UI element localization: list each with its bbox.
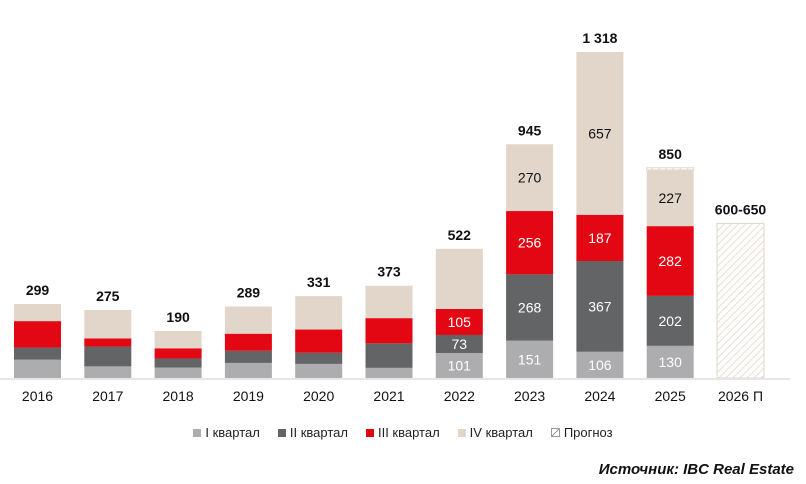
bar-segment-2019-s2 (224, 350, 272, 363)
total-label: 275 (96, 288, 120, 304)
segment-label: 282 (659, 253, 683, 269)
x-tick-label: 2021 (373, 388, 404, 404)
bar-segment-2021-s4 (365, 285, 413, 319)
legend-swatch-forecast (550, 428, 560, 437)
legend-swatch-q1 (193, 428, 202, 437)
legend-label-q1: I квартал (205, 425, 260, 440)
bar-segment-2017-s3 (84, 338, 132, 347)
segment-label: 256 (518, 235, 542, 251)
bar-segment-2016-s3 (14, 321, 61, 348)
legend-item-q3: III квартал (365, 425, 440, 440)
x-tick-label: 2023 (514, 388, 545, 404)
x-tick-label: 2019 (233, 388, 264, 404)
bar-segment-2022-s4 (435, 248, 483, 309)
total-label: 1 318 (582, 30, 617, 46)
legend: I квартал II квартал III квартал IV квар… (0, 425, 806, 440)
segment-label: 202 (659, 313, 683, 329)
bar-segment-2020-s4 (295, 296, 343, 330)
source-note: Источник: IBC Real Estate (598, 461, 794, 478)
segment-label: 367 (588, 298, 612, 314)
bars-group: 299 275 190 289 331 373 101 73 105 522 151 268 256 27… (14, 30, 767, 379)
bar-segment-2025-s3 (646, 226, 694, 296)
bar-segment-2016-s4 (14, 304, 61, 322)
bar-segment-2023-s2 (506, 274, 554, 341)
total-label: 600-650 (715, 201, 767, 217)
x-tick-label: 2018 (163, 388, 194, 404)
legend-item-q1: I квартал (193, 425, 260, 440)
x-tick-label: 2016 (22, 388, 53, 404)
total-label: 190 (166, 309, 190, 325)
legend-swatch-q2 (277, 428, 286, 437)
x-tick-label: 2017 (92, 388, 123, 404)
bar-segment-2019-s1 (224, 362, 272, 378)
bar-segment-2018-s1 (154, 367, 202, 378)
bar-segment-2021-s1 (365, 367, 413, 378)
segment-label: 151 (518, 351, 542, 367)
bar-segment-2018-s2 (154, 358, 202, 368)
bar-segment-2025-s5 (646, 167, 695, 171)
segment-label: 187 (588, 230, 612, 246)
bar-segment-2022-s3 (435, 308, 483, 335)
segment-label: 270 (518, 170, 542, 186)
bar-segment-2024-s3 (576, 214, 624, 262)
bar-segment-2022-s2 (435, 334, 483, 354)
bar-segment-2024-s1 (576, 351, 624, 378)
legend-label-forecast: Прогноз (563, 425, 613, 440)
bar-segment-2024-s2 (576, 261, 624, 352)
bar-segment-2026-П-s5 (716, 222, 765, 379)
total-label: 331 (307, 274, 331, 290)
total-label: 289 (237, 285, 261, 301)
bar-segment-2017-s1 (84, 366, 132, 378)
bar-segment-2019-s3 (224, 333, 272, 351)
bar-segment-2025-s4 (646, 169, 694, 227)
x-tick-label: 2024 (584, 388, 615, 404)
x-tick-labels: 2016 2017 2018 2019 2020 2021 2022 2023 2024 2025… (22, 388, 763, 404)
bar-segment-2023-s4 (506, 144, 554, 212)
legend-label-q4: IV квартал (469, 425, 533, 440)
legend-swatch-q4 (457, 428, 466, 437)
legend-label-q3: III квартал (377, 425, 440, 440)
segment-label: 106 (588, 357, 612, 373)
segment-label: 657 (588, 125, 612, 141)
bar-segment-2017-s4 (84, 309, 132, 339)
bar-segment-2018-s4 (154, 331, 202, 349)
legend-item-q2: II квартал (277, 425, 348, 440)
bar-segment-2023-s3 (506, 211, 554, 275)
segment-label: 73 (452, 336, 468, 352)
bar-segment-2016-s1 (14, 359, 61, 378)
bar-segment-2018-s3 (154, 348, 202, 359)
total-label: 850 (659, 146, 683, 162)
total-label: 373 (377, 264, 401, 280)
bar-segment-2019-s4 (224, 306, 272, 334)
total-label: 299 (26, 282, 50, 298)
bar-segment-2020-s1 (295, 363, 343, 378)
legend-swatch-q3 (365, 428, 374, 437)
total-label: 945 (518, 122, 542, 138)
x-tick-label: 2022 (444, 388, 475, 404)
x-tick-label: 2025 (655, 388, 686, 404)
bar-segment-2025-s1 (646, 345, 694, 378)
bar-segment-2020-s2 (295, 352, 343, 364)
legend-item-forecast: Прогноз (550, 425, 613, 440)
segment-label: 268 (518, 300, 542, 316)
bar-segment-2021-s3 (365, 318, 413, 344)
segment-label: 227 (659, 190, 683, 206)
bar-segment-2025-s2 (646, 295, 694, 346)
legend-label-q2: II квартал (289, 425, 348, 440)
bar-segment-2023-s1 (506, 340, 554, 378)
bar-segment-2024-s4 (576, 52, 624, 215)
total-label: 522 (448, 227, 472, 243)
stacked-bar-chart: 299 275 190 289 331 373 101 73 105 522 151 268 256 27… (0, 30, 790, 404)
bar-segment-2021-s2 (365, 343, 413, 368)
segment-label: 130 (659, 354, 683, 370)
bar-segment-2020-s3 (295, 329, 343, 353)
segment-label: 105 (448, 314, 472, 330)
x-tick-label: 2020 (303, 388, 334, 404)
legend-item-q4: IV квартал (457, 425, 533, 440)
segment-label: 101 (448, 358, 472, 374)
bar-segment-2017-s2 (84, 346, 132, 367)
bar-segment-2022-s1 (435, 353, 483, 378)
bar-segment-2016-s2 (14, 347, 61, 360)
x-tick-label: 2026 П (718, 388, 763, 404)
